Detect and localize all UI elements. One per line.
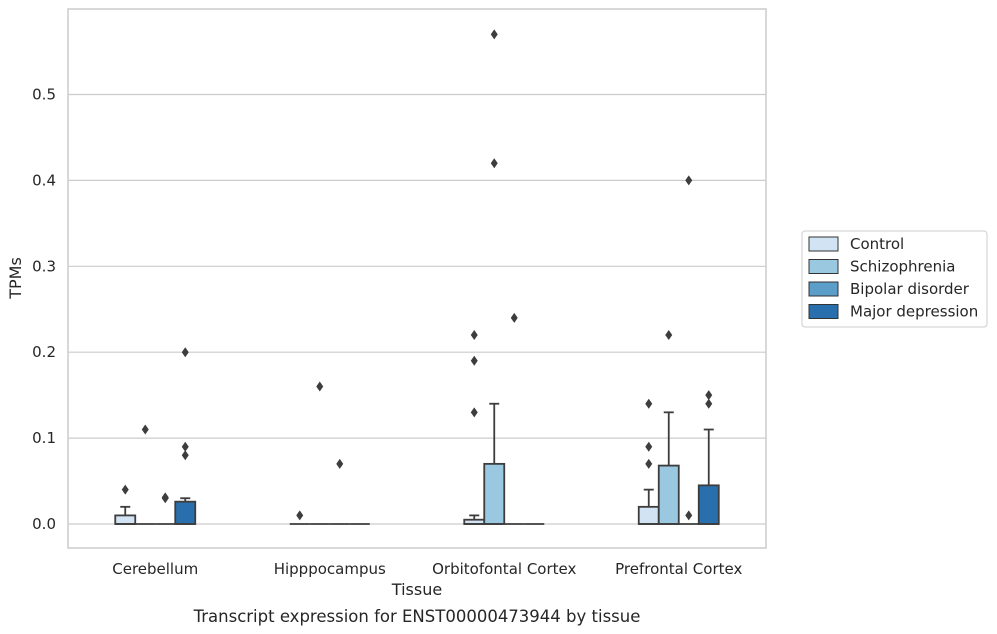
box xyxy=(637,505,660,525)
y-tick-label: 0.1 xyxy=(32,429,56,447)
box-control xyxy=(637,398,660,525)
box-schizophrenia xyxy=(135,424,156,525)
box-bipolar-disorder xyxy=(329,458,350,525)
y-tick-label: 0.5 xyxy=(32,86,56,104)
outlier-point xyxy=(645,398,653,409)
outlier-point xyxy=(685,175,693,186)
box-bipolar-disorder xyxy=(504,312,525,525)
legend-label: Major depression xyxy=(850,303,978,321)
outlier-point xyxy=(645,441,653,452)
box-bipolar-disorder xyxy=(678,175,699,525)
box xyxy=(114,514,137,525)
x-axis-title: Tissue xyxy=(391,580,442,599)
box-plot-marks xyxy=(114,29,720,525)
box xyxy=(174,500,197,525)
box-control xyxy=(463,330,486,525)
x-tick-label: Prefrontal Cortex xyxy=(615,560,742,578)
x-tick-label: Hipppocampus xyxy=(274,560,386,578)
legend-label: Bipolar disorder xyxy=(850,280,970,298)
y-tick-label: 0.3 xyxy=(32,257,56,275)
y-tick-label: 0.0 xyxy=(32,515,56,533)
box-control xyxy=(114,484,137,525)
box-bipolar-disorder xyxy=(155,492,176,525)
chart-caption: Transcript expression for ENST0000047394… xyxy=(193,607,641,626)
outlier-point xyxy=(336,458,344,469)
box-major-depression xyxy=(174,347,197,525)
x-tick-label: Cerebellum xyxy=(112,560,198,578)
box-schizophrenia xyxy=(483,29,506,525)
legend-swatch xyxy=(808,304,839,319)
y-axis-ticks: 0.0 0.1 0.2 0.3 0.4 0.5 xyxy=(32,86,56,534)
outlier-point xyxy=(470,355,478,366)
outlier-point xyxy=(316,381,324,392)
y-tick-label: 0.2 xyxy=(32,343,56,361)
outlier-point xyxy=(141,424,149,435)
plot-area-frame xyxy=(67,8,767,549)
outlier-point xyxy=(181,441,189,452)
outlier-point xyxy=(296,510,304,521)
y-axis-title: TPMs xyxy=(6,257,25,300)
outlier-point xyxy=(490,29,498,40)
outlier-point xyxy=(161,492,169,503)
x-tick-label: Orbitofontal Cortex xyxy=(432,560,576,578)
outlier-point xyxy=(181,347,189,358)
outlier-point xyxy=(470,407,478,418)
box xyxy=(483,462,506,525)
box xyxy=(657,464,680,525)
legend: Control Schizophrenia Bipolar disorder Majo… xyxy=(801,230,988,328)
outlier-point xyxy=(470,330,478,341)
box xyxy=(697,484,720,525)
outlier-point xyxy=(705,390,713,401)
outlier-point xyxy=(181,450,189,461)
outlier-point xyxy=(685,510,693,521)
legend-frame xyxy=(801,230,988,328)
box-schizophrenia xyxy=(309,381,330,525)
outlier-point xyxy=(510,312,518,323)
legend-label: Control xyxy=(850,235,904,253)
legend-label: Schizophrenia xyxy=(850,258,955,276)
legend-swatch xyxy=(808,281,839,297)
grid-lines xyxy=(68,93,766,525)
y-tick-label: 0.4 xyxy=(32,171,56,189)
outlier-point xyxy=(665,330,673,341)
legend-swatch xyxy=(808,236,839,252)
outlier-point xyxy=(490,158,498,169)
x-axis-ticks: Cerebellum Hipppocampus Orbitofontal Corte… xyxy=(112,560,742,578)
box-control xyxy=(289,510,310,525)
legend-swatch xyxy=(808,259,839,274)
outlier-point xyxy=(645,458,653,469)
outlier-point xyxy=(705,398,713,409)
box-schizophrenia xyxy=(657,330,680,525)
outlier-point xyxy=(121,484,129,495)
box-major-depression xyxy=(697,390,720,525)
